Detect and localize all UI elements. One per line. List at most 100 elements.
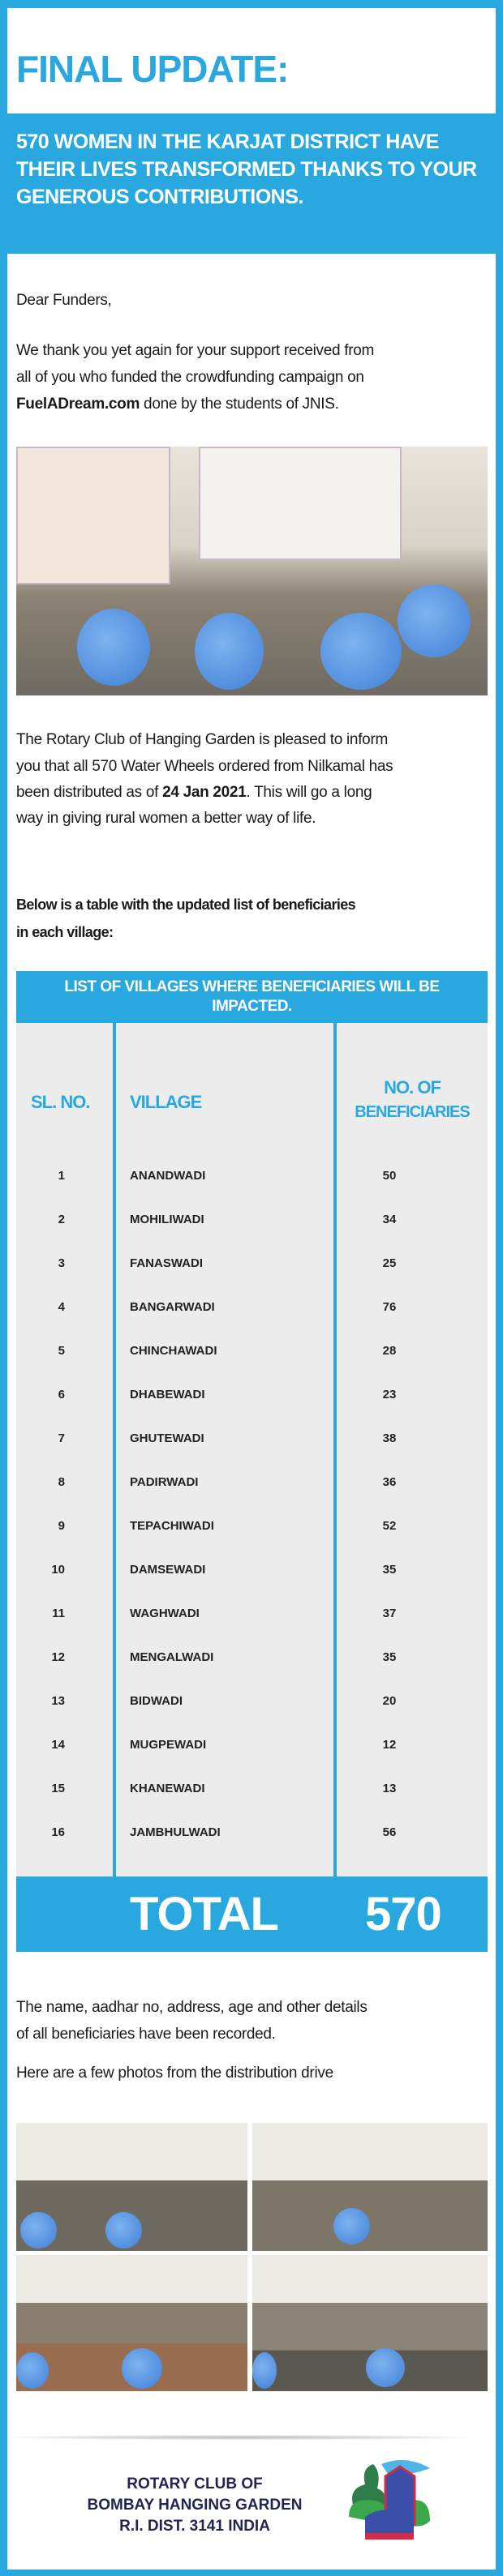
- headline-line: LIVES TRANSFORMED THANKS TO YOUR GENEROU…: [16, 158, 477, 208]
- row-sl-no: 6: [58, 1388, 65, 1401]
- row-count: 34: [382, 1213, 397, 1226]
- row-sl-no: 13: [51, 1694, 65, 1708]
- footer-line: ROTARY CLUB OF: [127, 2475, 263, 2493]
- header-count: BENEFICIARIES: [355, 1103, 470, 1121]
- row-sl-no: 3: [58, 1256, 65, 1270]
- rotary-club-logo-icon: [349, 2460, 430, 2540]
- row-sl-no: 10: [51, 1563, 65, 1577]
- distribution-photo-main: [16, 447, 488, 695]
- row-village: JAMBHULWADI: [130, 1825, 221, 1839]
- row-sl-no: 1: [58, 1169, 65, 1183]
- table-intro: Below is a table with the updated list o…: [16, 896, 356, 913]
- thanks-line: all of you who funded the crowdfunding c…: [16, 369, 364, 386]
- table-row: 16 JAMBHULWADI 56: [16, 1825, 488, 1869]
- table-row: 6 DHABEWADI 23: [16, 1388, 488, 1431]
- thanks-line: FuelADream.com done by the students of J…: [16, 396, 339, 413]
- table-intro: in each village:: [16, 924, 114, 940]
- row-count: 50: [382, 1169, 397, 1183]
- footer-line: R.I. DIST. 3141 INDIA: [119, 2518, 270, 2535]
- headline-line: 570 WOMEN IN THE KARJAT DISTRICT HAVE TH…: [16, 131, 439, 181]
- table-row: 5 CHINCHAWADI 28: [16, 1344, 488, 1388]
- row-count: 12: [382, 1738, 397, 1752]
- total-value: 570: [365, 1888, 442, 1941]
- row-village: GHUTEWADI: [130, 1431, 204, 1445]
- row-village: MUGPEWADI: [130, 1738, 207, 1752]
- inform-line: The Rotary Club of Hanging Garden is ple…: [16, 731, 388, 748]
- row-count: 56: [382, 1825, 397, 1839]
- beneficiaries-table: LIST OF VILLAGES WHERE BENEFICIARIES WIL…: [16, 971, 488, 1952]
- row-sl-no: 15: [51, 1782, 65, 1795]
- row-village: KHANEWADI: [130, 1782, 205, 1795]
- row-sl-no: 5: [58, 1344, 65, 1358]
- thanks-line: We thank you yet again for your support …: [16, 342, 375, 359]
- row-village: DHABEWADI: [130, 1388, 205, 1401]
- fueladream-link[interactable]: FuelADream.com: [16, 396, 140, 413]
- table-row: 9 TEPACHIWADI 52: [16, 1519, 488, 1563]
- row-count: 76: [382, 1300, 397, 1314]
- row-village: WAGHWADI: [130, 1607, 200, 1620]
- photos-intro: Here are a few photos from the distribut…: [16, 2065, 333, 2082]
- gallery-photo: [252, 2123, 488, 2251]
- inform-line: way in giving rural women a better way o…: [16, 810, 316, 827]
- row-count: 20: [382, 1694, 397, 1708]
- recorded-line: of all beneficiaries have been recorded.: [16, 2026, 276, 2043]
- table-row: 4 BANGARWADI 76: [16, 1300, 488, 1344]
- row-village: ANANDWADI: [130, 1169, 206, 1183]
- header-sl-no: SL. NO.: [31, 1092, 90, 1112]
- row-village: BANGARWADI: [130, 1300, 215, 1314]
- table-row: 2 MOHILIWADI 34: [16, 1213, 488, 1256]
- table-row: 12 MENGALWADI 35: [16, 1650, 488, 1694]
- table-row: 15 KHANEWADI 13: [16, 1782, 488, 1825]
- table-row: 3 FANASWADI 25: [16, 1256, 488, 1300]
- gallery-photo: [16, 2255, 247, 2391]
- row-count: 52: [382, 1519, 397, 1533]
- greeting: Dear Funders,: [16, 292, 112, 309]
- inform-line: been distributed as of 24 Jan 2021. This…: [16, 784, 372, 801]
- table-row: 13 BIDWADI 20: [16, 1694, 488, 1738]
- table-row: 14 MUGPEWADI 12: [16, 1738, 488, 1782]
- distribution-date: 24 Jan 2021: [162, 784, 247, 801]
- row-sl-no: 16: [51, 1825, 65, 1839]
- gallery-photo: [252, 2255, 488, 2391]
- page-title: FINAL UPDATE:: [16, 48, 289, 90]
- row-count: 35: [382, 1650, 397, 1664]
- total-label: TOTAL: [130, 1888, 279, 1941]
- header: [7, 8, 496, 113]
- row-count: 23: [382, 1388, 397, 1401]
- row-village: MENGALWADI: [130, 1650, 214, 1664]
- table-row: 11 WAGHWADI 37: [16, 1607, 488, 1650]
- row-village: MOHILIWADI: [130, 1213, 204, 1226]
- divider: [12, 2435, 466, 2440]
- header-count: NO. OF: [384, 1077, 441, 1098]
- row-village: FANASWADI: [130, 1256, 203, 1270]
- total-row: TOTAL 570: [16, 1876, 488, 1952]
- table-row: 8 PADIRWADI 36: [16, 1475, 488, 1519]
- footer-line: BOMBAY HANGING GARDEN: [87, 2497, 303, 2514]
- table-row: 1 ANANDWADI 50: [16, 1169, 488, 1213]
- table-row: 7 GHUTEWADI 38: [16, 1431, 488, 1475]
- row-village: TEPACHIWADI: [130, 1519, 214, 1533]
- row-count: 38: [382, 1431, 397, 1445]
- row-count: 28: [382, 1344, 397, 1358]
- row-village: PADIRWADI: [130, 1475, 199, 1489]
- recorded-line: The name, aadhar no, address, age and ot…: [16, 1999, 368, 2016]
- row-village: CHINCHAWADI: [130, 1344, 217, 1358]
- row-sl-no: 7: [58, 1431, 65, 1445]
- row-sl-no: 12: [51, 1650, 65, 1664]
- row-sl-no: 9: [58, 1519, 65, 1533]
- table-title: LIST OF VILLAGES WHERE BENEFICIARIES WIL…: [64, 978, 440, 1015]
- row-count: 37: [382, 1607, 397, 1620]
- table-row: 10 DAMSEWADI 35: [16, 1563, 488, 1607]
- row-village: BIDWADI: [130, 1694, 183, 1708]
- row-sl-no: 11: [52, 1607, 65, 1620]
- header-village: VILLAGE: [130, 1092, 202, 1112]
- row-sl-no: 2: [58, 1213, 65, 1226]
- row-count: 35: [382, 1563, 397, 1577]
- row-village: DAMSEWADI: [130, 1563, 206, 1577]
- row-sl-no: 14: [51, 1738, 65, 1752]
- headline: 570 WOMEN IN THE KARJAT DISTRICT HAVE TH…: [16, 128, 483, 211]
- row-sl-no: 4: [58, 1300, 65, 1314]
- row-count: 13: [382, 1782, 397, 1795]
- headline-line: CONTRIBUTIONS.: [134, 186, 304, 208]
- row-count: 36: [382, 1475, 397, 1489]
